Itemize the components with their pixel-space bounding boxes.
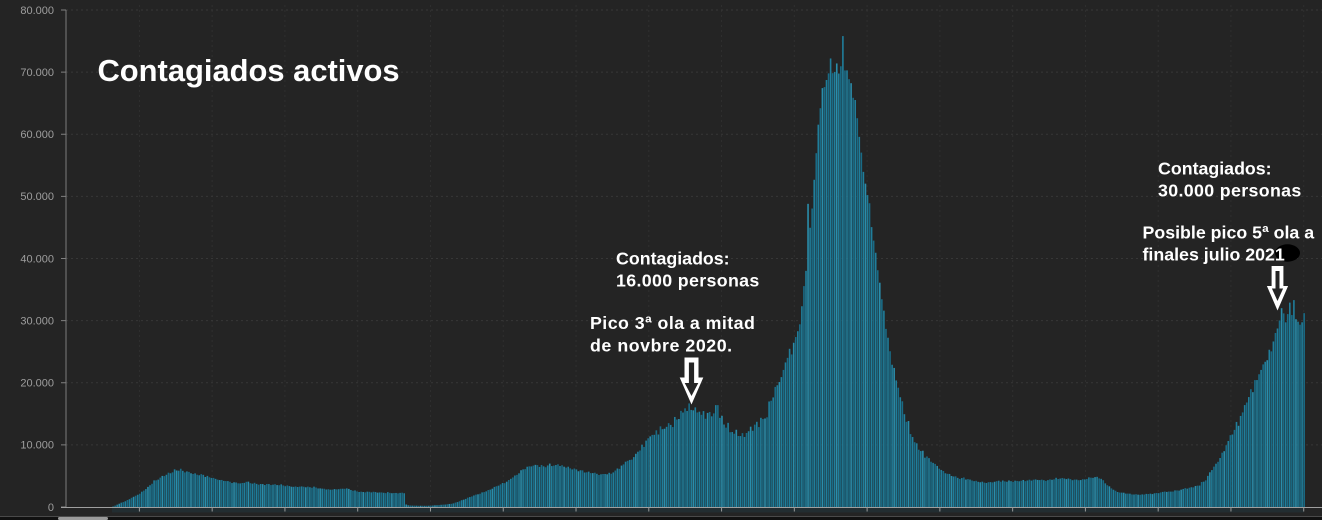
svg-text:16.000 personas: 16.000 personas bbox=[616, 271, 760, 291]
svg-text:60.000: 60.000 bbox=[20, 129, 54, 141]
svg-text:30.000: 30.000 bbox=[20, 315, 54, 327]
svg-text:40.000: 40.000 bbox=[20, 253, 54, 265]
svg-text:0: 0 bbox=[48, 502, 54, 514]
svg-text:finales julio 2021: finales julio 2021 bbox=[1143, 245, 1285, 265]
svg-text:Contagiados activos: Contagiados activos bbox=[98, 53, 400, 88]
svg-text:70.000: 70.000 bbox=[20, 67, 54, 79]
svg-text:80.000: 80.000 bbox=[20, 5, 54, 17]
svg-text:Contagiados:: Contagiados: bbox=[1158, 158, 1272, 178]
svg-text:Contagiados:: Contagiados: bbox=[616, 249, 730, 269]
svg-text:Posible pico 5ª ola a: Posible pico 5ª ola a bbox=[1143, 223, 1315, 243]
svg-text:30.000 personas: 30.000 personas bbox=[1158, 180, 1302, 200]
svg-text:20.000: 20.000 bbox=[20, 378, 54, 390]
svg-text:Pico 3ª ola a mitad: Pico 3ª ola a mitad bbox=[590, 313, 755, 333]
svg-text:de novbre 2020.: de novbre 2020. bbox=[590, 336, 733, 356]
svg-text:50.000: 50.000 bbox=[20, 191, 54, 203]
svg-text:10.000: 10.000 bbox=[20, 440, 54, 452]
